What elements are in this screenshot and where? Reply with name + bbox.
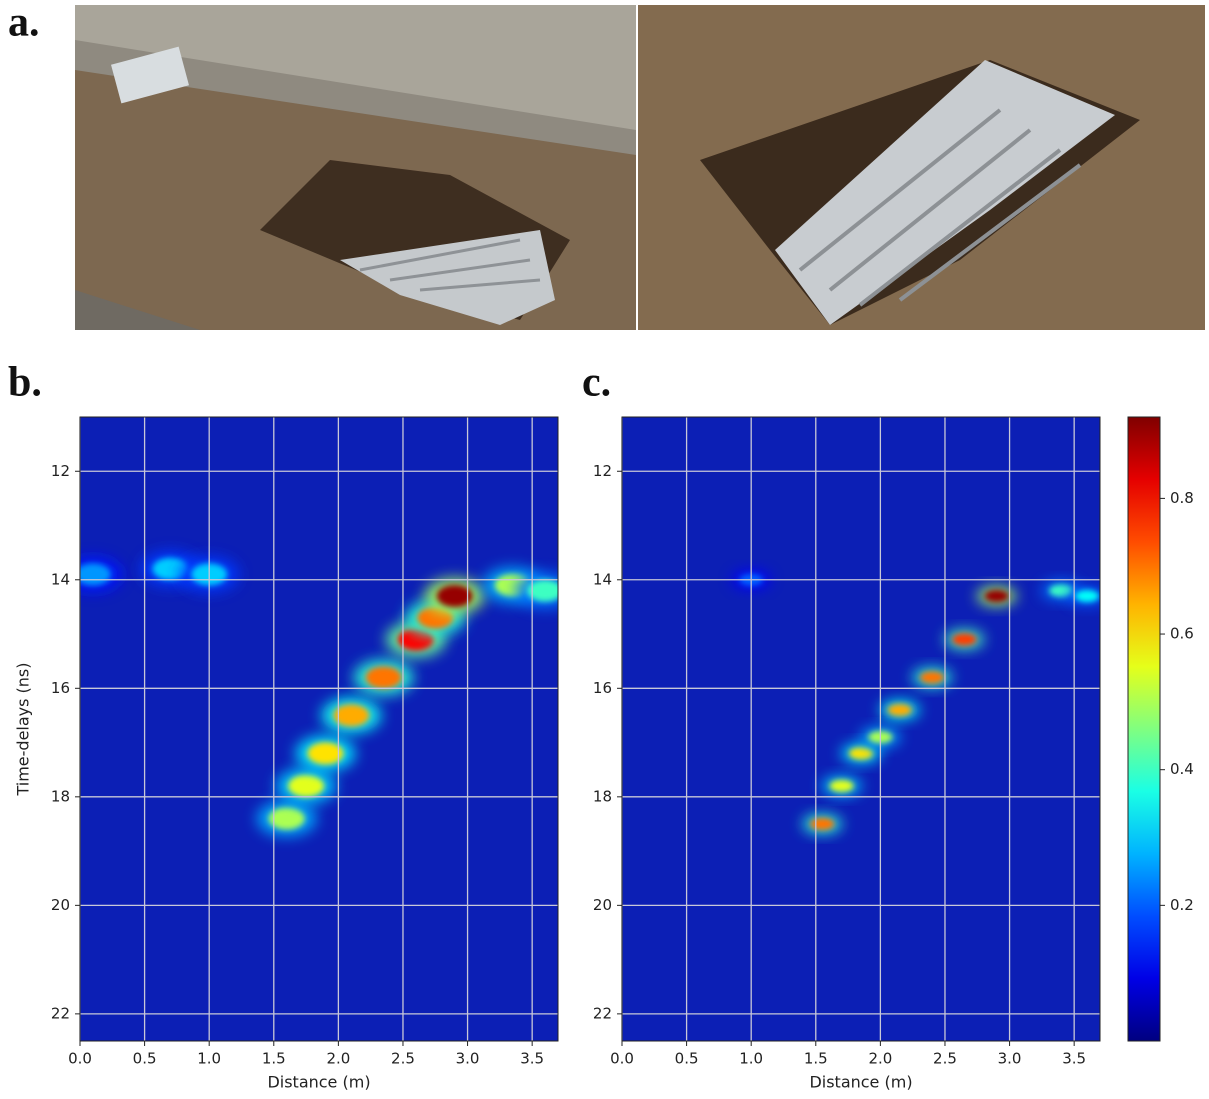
heat-blob xyxy=(288,774,325,797)
y-tick-label: 20 xyxy=(51,896,70,914)
heat-blob xyxy=(307,742,344,765)
y-tick-label: 12 xyxy=(593,462,612,480)
axes-frame xyxy=(79,416,559,1042)
y-tick-label: 16 xyxy=(593,679,612,697)
x-tick-label: 2.0 xyxy=(326,1050,350,1068)
plot-area xyxy=(622,417,1100,1041)
y-tick-label: 12 xyxy=(51,462,70,480)
heat-blob xyxy=(333,704,370,727)
colorbar-tick-label: 0.4 xyxy=(1170,760,1194,778)
plot-area xyxy=(80,417,558,1041)
heat-blob xyxy=(952,633,977,646)
colorbar-tick-label: 0.2 xyxy=(1170,896,1194,914)
photo-right xyxy=(638,5,1205,330)
heat-blob xyxy=(920,671,945,684)
x-tick-label: 3.5 xyxy=(1062,1050,1086,1068)
heat-blob xyxy=(810,817,835,830)
x-tick-label: 0.0 xyxy=(610,1050,634,1068)
heat-blob xyxy=(436,585,473,608)
x-tick-label: 1.0 xyxy=(739,1050,763,1068)
x-tick-label: 1.0 xyxy=(197,1050,221,1068)
panel-label: a. xyxy=(8,0,40,46)
x-tick-label: 3.0 xyxy=(456,1050,480,1068)
x-tick-label: 0.5 xyxy=(675,1050,699,1068)
heatmap xyxy=(80,550,558,837)
y-tick-label: 22 xyxy=(51,1004,70,1022)
axes-frame xyxy=(621,416,1101,1042)
heatmap xyxy=(731,569,1100,834)
heat-blob xyxy=(365,666,402,689)
panel-label: b. xyxy=(8,360,42,406)
x-tick-label: 2.5 xyxy=(933,1050,957,1068)
y-tick-label: 14 xyxy=(51,570,70,588)
heat-blob xyxy=(1049,584,1074,597)
x-tick-label: 2.0 xyxy=(868,1050,892,1068)
heat-blob xyxy=(268,807,305,830)
panel-label: c. xyxy=(582,360,611,406)
y-tick-label: 20 xyxy=(593,896,612,914)
y-tick-label: 18 xyxy=(51,787,70,805)
x-tick-label: 0.5 xyxy=(133,1050,157,1068)
y-axis-label: Time-delays (ns) xyxy=(14,662,33,796)
photo-left xyxy=(75,5,636,330)
x-tick-label: 0.0 xyxy=(68,1050,92,1068)
y-tick-label: 16 xyxy=(51,679,70,697)
colorbar-tick-label: 0.6 xyxy=(1170,625,1194,643)
heat-blob xyxy=(849,747,873,760)
heat-blob xyxy=(1075,590,1100,603)
x-tick-label: 1.5 xyxy=(804,1050,828,1068)
x-tick-label: 1.5 xyxy=(262,1050,286,1068)
x-axis-label: Distance (m) xyxy=(809,1073,912,1092)
heat-blob xyxy=(984,590,1009,603)
y-tick-label: 18 xyxy=(593,787,612,805)
y-tick-label: 14 xyxy=(593,570,612,588)
x-tick-label: 3.0 xyxy=(998,1050,1022,1068)
colorbar xyxy=(1127,416,1161,1042)
x-tick-label: 2.5 xyxy=(391,1050,415,1068)
heat-blob xyxy=(527,579,558,602)
colorbar-tick-label: 0.8 xyxy=(1170,489,1194,507)
x-axis-label: Distance (m) xyxy=(267,1073,370,1092)
x-tick-label: 3.5 xyxy=(520,1050,544,1068)
heat-blob xyxy=(829,779,854,792)
heat-blob xyxy=(887,704,912,717)
y-tick-label: 22 xyxy=(593,1004,612,1022)
